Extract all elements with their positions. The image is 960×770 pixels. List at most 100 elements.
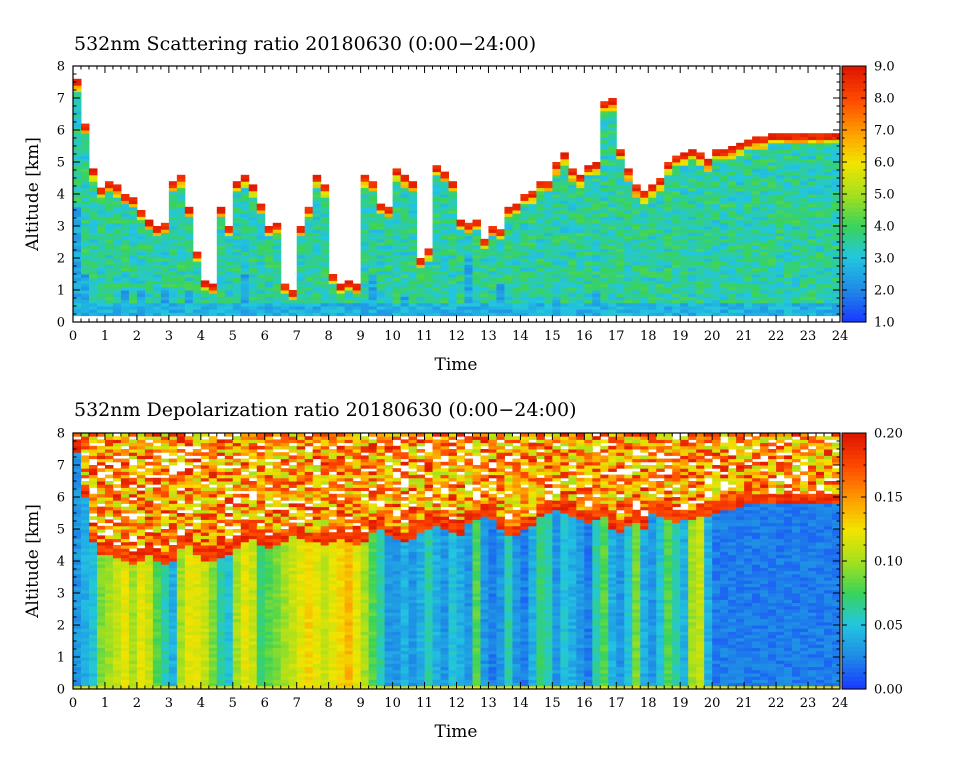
sr-heatmap-cell (600, 149, 609, 153)
dr-heatmap-cell (80, 497, 90, 501)
sr-heatmap-cell (736, 290, 745, 294)
sr-heatmap-cell (616, 299, 625, 304)
sr-heatmap-cell (80, 238, 90, 243)
sr-heatmap-cell (720, 302, 729, 307)
sr-heatmap-cell (704, 174, 713, 179)
dr-heatmap-cell (88, 564, 98, 568)
sr-heatmap-cell (184, 254, 194, 259)
dr-heatmap-cell (104, 535, 114, 540)
sr-heatmap-cell (392, 251, 402, 256)
dr-heatmap-cell (104, 541, 114, 546)
sr-heatmap-cell (73, 130, 82, 134)
sr-heatmap-cell (504, 222, 513, 227)
sr-heatmap-cell (544, 312, 553, 317)
sr-heatmap-cell (152, 286, 162, 291)
dr-heatmap-cell (128, 599, 138, 604)
sr-heatmap-cell (136, 261, 146, 265)
sr-heatmap-cell (552, 197, 561, 201)
sr-heatmap-cell (112, 222, 122, 227)
sr-heatmap-cell (720, 168, 729, 173)
sr-heatmap-cell (688, 258, 697, 262)
sr-heatmap-cell (472, 242, 481, 246)
sr-heatmap-cell (400, 312, 410, 317)
sr-heatmap-cell (80, 306, 90, 310)
sr-heatmap-cell (296, 242, 306, 246)
sr-heatmap-cell (752, 293, 761, 297)
dr-heatmap-cell (112, 436, 122, 440)
sr-heatmap-cell (624, 264, 633, 269)
sr-heatmap-cell (576, 299, 585, 304)
sr-heatmap-cell (640, 242, 649, 246)
sr-heatmap-cell (80, 312, 90, 317)
sr-heatmap-cell (552, 210, 561, 214)
sr-heatmap-cell (360, 290, 370, 294)
sr-heatmap-cell (256, 293, 266, 297)
sr-heatmap-cell (136, 232, 146, 237)
sr-heatmap-cell (120, 210, 130, 214)
dr-heatmap-cell (128, 506, 138, 511)
sr-heatmap-cell (320, 264, 330, 269)
dr-heatmap-cell (80, 621, 90, 626)
sr-heatmap-cell (664, 194, 673, 198)
dr-heatmap-cell (112, 497, 122, 501)
sr-heatmap-cell (712, 286, 721, 291)
sr-heatmap-cell (192, 312, 202, 317)
sr-heatmap-cell (144, 277, 154, 281)
sr-heatmap-cell (432, 181, 442, 185)
sr-heatmap-cell (248, 222, 258, 227)
sr-heatmap-cell (328, 290, 338, 294)
dr-heatmap-cell (120, 554, 130, 559)
sr-heatmap-cell (608, 162, 617, 166)
sr-heatmap-cell (272, 283, 282, 288)
sr-heatmap-cell (384, 290, 394, 294)
sr-heatmap-cell (784, 181, 793, 185)
sr-heatmap-cell (480, 290, 489, 294)
sr-heatmap-cell (440, 251, 450, 256)
sr-heatmap-cell (168, 302, 178, 307)
sr-heatmap-cell (432, 267, 442, 272)
sr-heatmap-cell (272, 267, 282, 272)
sr-heatmap-cell (472, 261, 481, 265)
sr-heatmap-cell (73, 85, 82, 89)
sr-heatmap-cell (416, 258, 426, 262)
sr-heatmap-cell (456, 235, 465, 240)
sr-heatmap-cell (624, 299, 633, 304)
dr-heatmap-cell (80, 564, 90, 568)
sr-heatmap-cell (736, 270, 745, 275)
sr-heatmap-cell (88, 267, 98, 272)
sr-heatmap-cell (384, 261, 394, 265)
dr-heatmap-cell (96, 570, 106, 575)
sr-heatmap-cell (504, 309, 513, 313)
sr-heatmap-cell (616, 283, 625, 288)
sr-heatmap-cell (792, 226, 801, 230)
sr-heatmap-cell (768, 242, 777, 246)
sr-heatmap-cell (640, 206, 649, 211)
sr-heatmap-cell (376, 254, 386, 259)
sr-heatmap-cell (832, 238, 841, 243)
sr-heatmap-cell (272, 264, 282, 269)
sr-heatmap-cell (128, 216, 138, 221)
sr-heatmap-cell (640, 267, 649, 272)
sr-heatmap-cell (536, 222, 545, 227)
sr-heatmap-cell (80, 242, 90, 246)
sr-heatmap-cell (696, 206, 705, 211)
sr-heatmap-cell (720, 274, 729, 278)
sr-heatmap-cell (264, 264, 274, 269)
sr-heatmap-cell (536, 261, 545, 265)
sr-heatmap-cell (720, 155, 729, 160)
sr-heatmap-cell (664, 200, 673, 205)
sr-heatmap-cell (752, 174, 761, 179)
sr-heatmap-cell (720, 178, 729, 182)
sr-heatmap-cell (744, 142, 753, 147)
dr-heatmap-cell (120, 599, 130, 604)
sr-heatmap-cell (440, 296, 450, 301)
sr-heatmap-cell (600, 155, 609, 160)
dr-heatmap-cell (144, 676, 154, 680)
sr-heatmap-cell (176, 254, 186, 259)
dr-heatmap-cell (73, 682, 82, 687)
sr-heatmap-cell (680, 306, 689, 310)
sr-heatmap-cell (88, 168, 98, 173)
sr-heatmap-cell (816, 248, 825, 253)
sr-heatmap-cell (824, 216, 833, 221)
sr-heatmap-cell (120, 248, 130, 253)
